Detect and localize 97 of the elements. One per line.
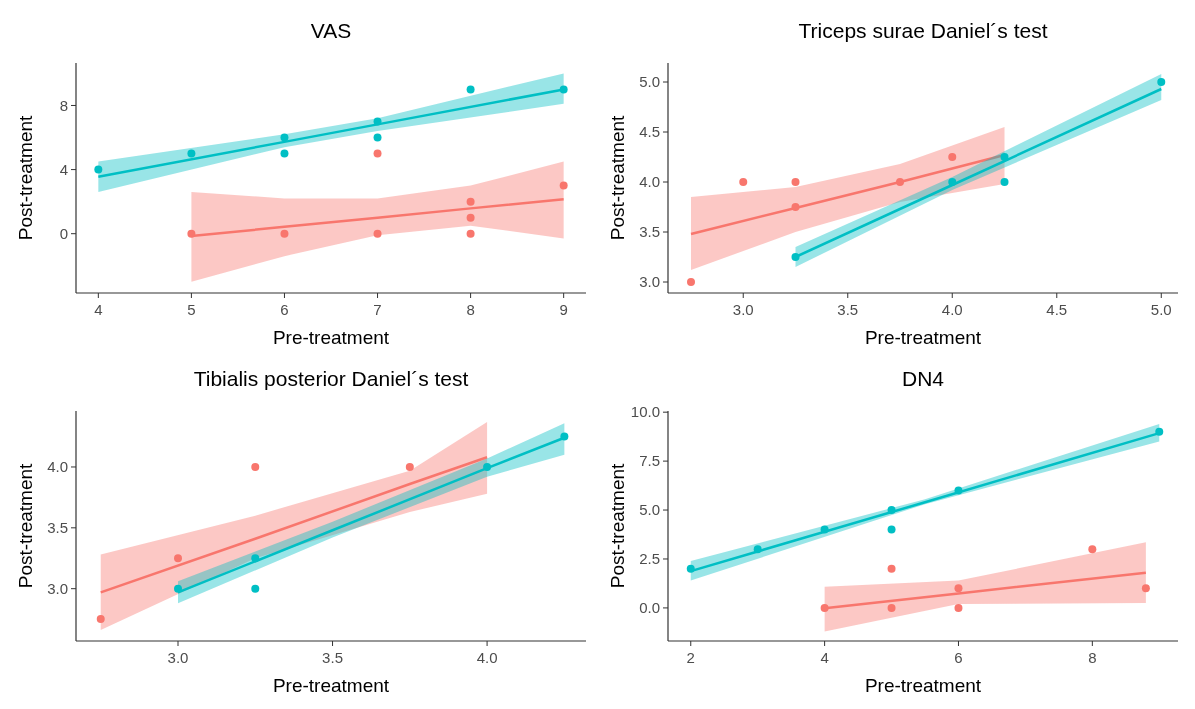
x-axis-title: Pre-treatment: [864, 675, 982, 696]
x-tick-label: 5: [187, 301, 196, 318]
x-axis-title: Pre-treatment: [272, 327, 390, 348]
point: [954, 603, 963, 612]
x-tick-label: 3.5: [322, 649, 343, 666]
point: [791, 203, 800, 211]
y-axis-title: Post-treatment: [15, 462, 36, 589]
point: [887, 506, 896, 515]
point: [1141, 584, 1150, 593]
point: [466, 85, 475, 94]
point: [405, 462, 414, 471]
x-tick-label: 4.5: [1046, 301, 1068, 318]
y-tick-label: 4.5: [639, 123, 660, 141]
point: [559, 85, 568, 94]
point: [1157, 78, 1166, 86]
point: [820, 525, 829, 534]
y-axis-title: Post-treatment: [607, 114, 628, 241]
point: [686, 278, 695, 286]
x-tick-label: 3.0: [167, 649, 189, 666]
point: [466, 197, 475, 206]
x-tick-label: 3.0: [732, 301, 754, 318]
point: [94, 165, 103, 174]
x-tick-label: 4: [820, 649, 829, 666]
y-tick-label: 0.0: [639, 599, 660, 617]
point: [174, 584, 182, 593]
point: [887, 564, 896, 573]
y-tick-label: 3.0: [639, 273, 660, 291]
point: [896, 178, 905, 186]
point: [739, 178, 748, 186]
point: [1155, 427, 1164, 436]
point: [466, 213, 475, 222]
chart-title: VAS: [310, 19, 352, 42]
point: [820, 603, 829, 612]
point: [887, 525, 896, 534]
x-axis-title: Pre-treatment: [864, 327, 982, 348]
point: [791, 178, 800, 186]
y-tick-label: 5.0: [639, 73, 660, 91]
point: [280, 133, 289, 142]
point: [187, 229, 196, 238]
x-tick-label: 9: [559, 301, 568, 318]
x-axis-title: Pre-treatment: [272, 675, 390, 696]
point: [466, 229, 475, 238]
point: [791, 253, 800, 261]
x-tick-label: 6: [280, 301, 289, 318]
point: [373, 149, 382, 158]
x-tick-label: 4: [94, 301, 103, 318]
point: [251, 462, 260, 471]
point: [96, 615, 105, 624]
point: [483, 462, 492, 471]
chart-title: DN4: [901, 367, 945, 390]
point: [174, 554, 182, 563]
y-tick-label: 3.0: [47, 579, 68, 597]
line-series: [99, 455, 489, 594]
y-tick-label: 4.0: [47, 458, 68, 476]
point: [1000, 153, 1009, 161]
y-axis-title: Post-treatment: [15, 114, 36, 241]
y-tick-label: 10.0: [630, 403, 660, 421]
point: [251, 554, 260, 563]
chart-title: Triceps surae Daniel´s test: [798, 19, 1048, 42]
point: [1000, 178, 1009, 186]
point: [280, 229, 289, 238]
point: [559, 181, 568, 190]
point: [753, 545, 762, 554]
y-axis-title: Post-treatment: [607, 462, 628, 589]
y-tick-label: 4.0: [639, 173, 660, 191]
point: [1088, 545, 1097, 554]
x-tick-label: 2: [686, 649, 695, 666]
point: [887, 603, 896, 612]
chart-title: Tibialis posterior Daniel´s test: [193, 367, 469, 390]
y-tick-label: 4: [59, 160, 68, 178]
x-tick-label: 5.0: [1150, 301, 1172, 318]
point: [948, 153, 957, 161]
point: [373, 133, 382, 142]
point: [954, 584, 963, 593]
x-tick-label: 4.0: [941, 301, 963, 318]
y-tick-label: 0: [59, 224, 68, 242]
x-tick-label: 6: [954, 649, 963, 666]
y-tick-label: 2.5: [639, 550, 660, 568]
x-tick-label: 3.5: [837, 301, 859, 318]
point: [686, 564, 695, 573]
x-tick-label: 8: [1088, 649, 1097, 666]
point: [251, 584, 260, 593]
y-tick-label: 3.5: [639, 223, 660, 241]
point: [954, 486, 963, 495]
y-tick-label: 8: [59, 96, 68, 114]
point: [187, 149, 196, 158]
y-tick-label: 5.0: [639, 501, 660, 519]
point: [373, 117, 382, 126]
point: [560, 432, 569, 441]
x-tick-label: 7: [373, 301, 382, 318]
point: [373, 229, 382, 238]
x-tick-label: 8: [466, 301, 475, 318]
point: [948, 178, 957, 186]
y-tick-label: 3.5: [47, 519, 68, 537]
x-tick-label: 4.0: [476, 649, 498, 666]
point: [280, 149, 289, 158]
y-tick-label: 7.5: [639, 452, 660, 470]
